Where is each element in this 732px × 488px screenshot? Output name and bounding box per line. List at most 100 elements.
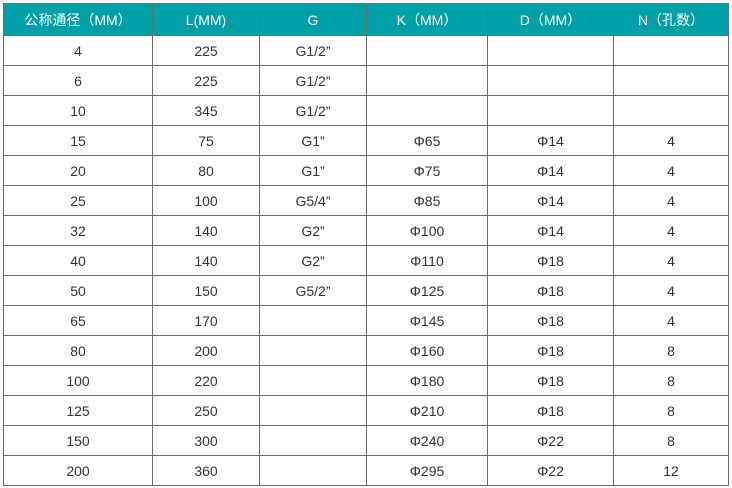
cell-d-diameter: Φ18	[487, 275, 614, 306]
cell-thread-g: G1/2”	[259, 95, 367, 126]
cell-d-diameter: Φ18	[487, 395, 614, 426]
cell-d-diameter	[487, 95, 614, 126]
table-row: 150 300 Φ240 Φ22 8	[3, 425, 729, 456]
cell-nominal-diameter: 4	[3, 35, 153, 66]
cell-k-diameter	[366, 35, 488, 66]
cell-thread-g: G1/2”	[259, 35, 367, 66]
cell-d-diameter	[487, 35, 614, 66]
cell-nominal-diameter: 125	[3, 395, 153, 426]
cell-k-diameter	[366, 65, 488, 96]
cell-thread-g: G1/2”	[259, 65, 367, 96]
cell-hole-count: 8	[613, 395, 729, 426]
cell-length: 220	[152, 365, 260, 396]
cell-hole-count: 4	[613, 155, 729, 186]
cell-length: 200	[152, 335, 260, 366]
cell-d-diameter: Φ18	[487, 335, 614, 366]
cell-thread-g	[259, 335, 367, 366]
cell-k-diameter: Φ160	[366, 335, 488, 366]
header-d-diameter: D（MM）	[487, 3, 614, 36]
table-row: 125 250 Φ210 Φ18 8	[3, 395, 729, 426]
table-row: 40 140 G2” Φ110 Φ18 4	[3, 245, 729, 276]
cell-d-diameter: Φ14	[487, 155, 614, 186]
cell-d-diameter: Φ18	[487, 365, 614, 396]
cell-d-diameter: Φ22	[487, 425, 614, 456]
table-row: 100 220 Φ180 Φ18 8	[3, 365, 729, 396]
cell-length: 140	[152, 245, 260, 276]
specification-table: 公称通径（MM） L(MM) G K（MM） D（MM） N（孔数） 4 225 G1/2” 6…	[3, 3, 729, 486]
cell-thread-g: G2”	[259, 215, 367, 246]
cell-nominal-diameter: 25	[3, 185, 153, 216]
cell-thread-g	[259, 365, 367, 396]
cell-hole-count: 4	[613, 305, 729, 336]
table-row: 200 360 Φ295 Φ22 12	[3, 455, 729, 486]
cell-k-diameter: Φ75	[366, 155, 488, 186]
cell-k-diameter: Φ110	[366, 245, 488, 276]
cell-k-diameter: Φ85	[366, 185, 488, 216]
cell-thread-g	[259, 425, 367, 456]
cell-k-diameter: Φ145	[366, 305, 488, 336]
cell-length: 150	[152, 275, 260, 306]
cell-thread-g: G1”	[259, 155, 367, 186]
cell-nominal-diameter: 100	[3, 365, 153, 396]
cell-thread-g	[259, 305, 367, 336]
header-thread-g: G	[259, 3, 367, 36]
cell-length: 345	[152, 95, 260, 126]
cell-hole-count	[613, 95, 729, 126]
cell-thread-g	[259, 455, 367, 486]
table-row: 4 225 G1/2”	[3, 35, 729, 66]
table-row: 65 170 Φ145 Φ18 4	[3, 305, 729, 336]
cell-nominal-diameter: 50	[3, 275, 153, 306]
cell-hole-count: 4	[613, 275, 729, 306]
cell-nominal-diameter: 80	[3, 335, 153, 366]
cell-thread-g: G1”	[259, 125, 367, 156]
cell-k-diameter: Φ240	[366, 425, 488, 456]
cell-nominal-diameter: 20	[3, 155, 153, 186]
cell-thread-g	[259, 395, 367, 426]
cell-length: 140	[152, 215, 260, 246]
header-k-diameter: K（MM）	[366, 3, 488, 36]
cell-hole-count: 12	[613, 455, 729, 486]
header-hole-count: N（孔数）	[613, 3, 729, 36]
cell-hole-count: 4	[613, 245, 729, 276]
cell-length: 225	[152, 65, 260, 96]
header-row: 公称通径（MM） L(MM) G K（MM） D（MM） N（孔数）	[3, 3, 729, 36]
cell-thread-g: G5/2”	[259, 275, 367, 306]
cell-d-diameter: Φ18	[487, 245, 614, 276]
cell-hole-count: 8	[613, 335, 729, 366]
cell-nominal-diameter: 200	[3, 455, 153, 486]
cell-hole-count	[613, 65, 729, 96]
cell-d-diameter: Φ18	[487, 305, 614, 336]
cell-k-diameter: Φ180	[366, 365, 488, 396]
cell-thread-g: G5/4”	[259, 185, 367, 216]
cell-k-diameter: Φ210	[366, 395, 488, 426]
table-row: 32 140 G2” Φ100 Φ14 4	[3, 215, 729, 246]
cell-length: 225	[152, 35, 260, 66]
cell-length: 300	[152, 425, 260, 456]
header-nominal-diameter: 公称通径（MM）	[3, 3, 153, 36]
cell-hole-count: 4	[613, 125, 729, 156]
table-row: 15 75 G1” Φ65 Φ14 4	[3, 125, 729, 156]
cell-d-diameter: Φ14	[487, 215, 614, 246]
cell-d-diameter	[487, 65, 614, 96]
cell-nominal-diameter: 150	[3, 425, 153, 456]
cell-hole-count: 4	[613, 185, 729, 216]
cell-d-diameter: Φ14	[487, 125, 614, 156]
cell-thread-g: G2”	[259, 245, 367, 276]
cell-hole-count: 8	[613, 425, 729, 456]
cell-length: 80	[152, 155, 260, 186]
table-row: 20 80 G1” Φ75 Φ14 4	[3, 155, 729, 186]
cell-k-diameter: Φ100	[366, 215, 488, 246]
table-row: 50 150 G5/2” Φ125 Φ18 4	[3, 275, 729, 306]
cell-nominal-diameter: 15	[3, 125, 153, 156]
cell-length: 360	[152, 455, 260, 486]
table-row: 6 225 G1/2”	[3, 65, 729, 96]
cell-d-diameter: Φ22	[487, 455, 614, 486]
cell-length: 100	[152, 185, 260, 216]
cell-nominal-diameter: 10	[3, 95, 153, 126]
cell-nominal-diameter: 65	[3, 305, 153, 336]
header-length: L(MM)	[152, 3, 260, 36]
cell-k-diameter: Φ295	[366, 455, 488, 486]
cell-k-diameter: Φ125	[366, 275, 488, 306]
cell-hole-count: 8	[613, 365, 729, 396]
cell-d-diameter: Φ14	[487, 185, 614, 216]
